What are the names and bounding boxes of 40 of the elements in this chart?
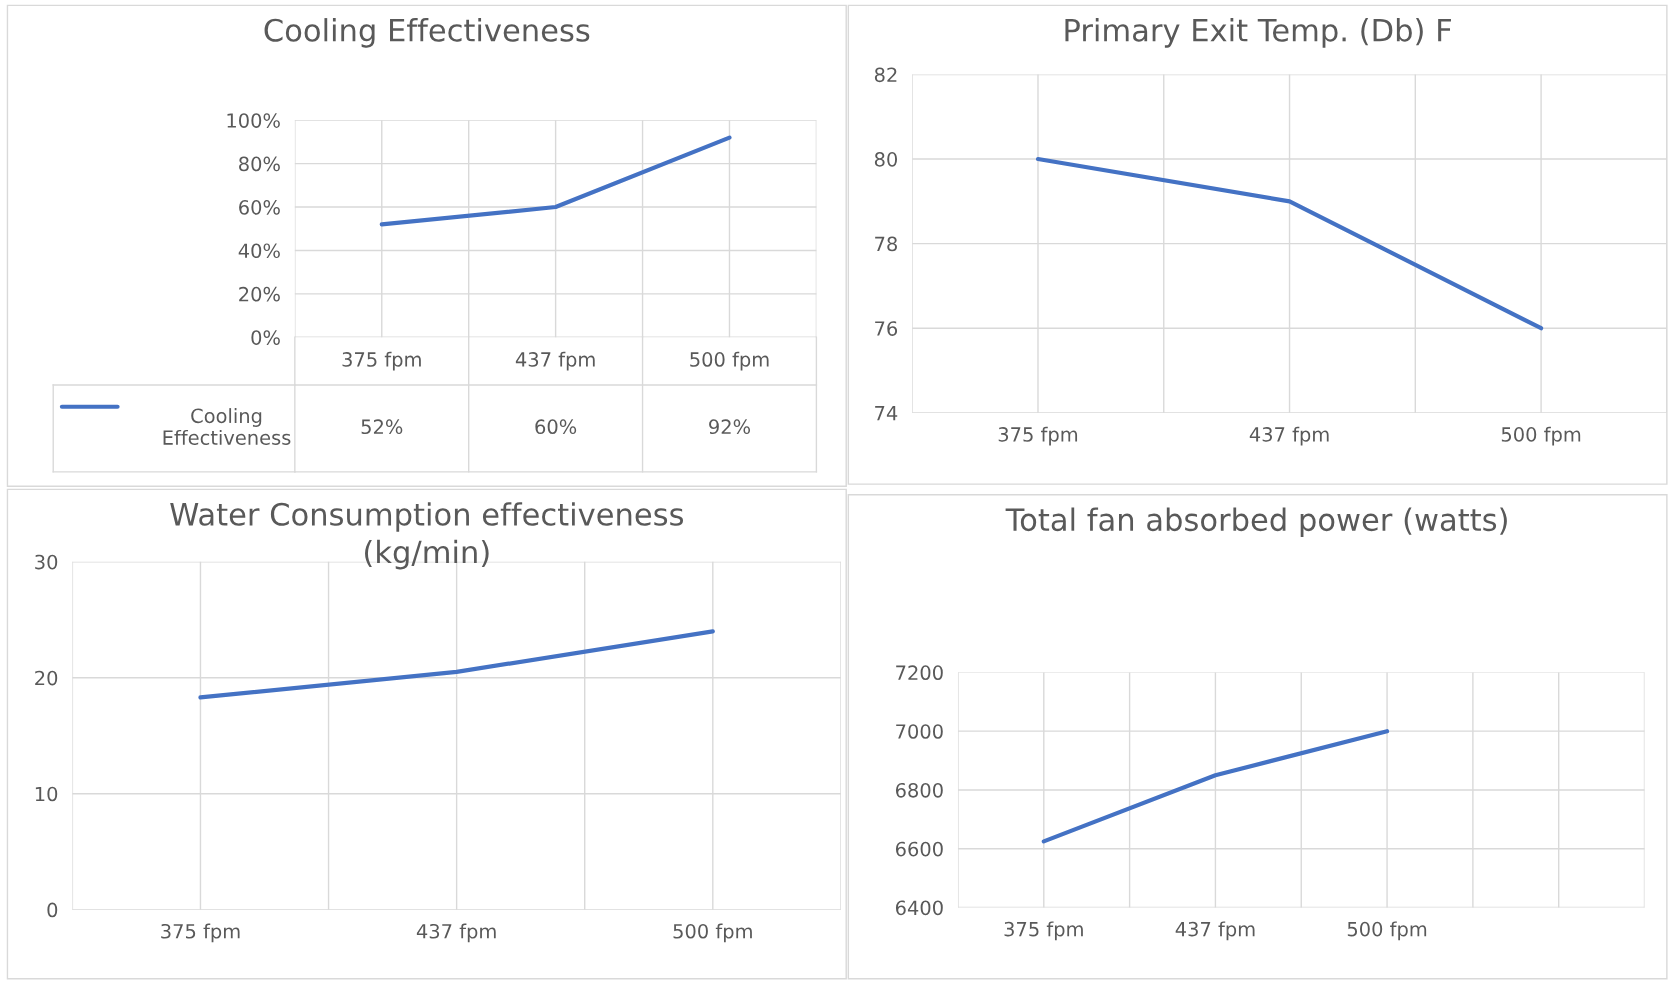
chart-title: Cooling Effectiveness [264,18,590,48]
y-tick-label: 82 [874,67,897,83]
y-tick-label: 74 [875,406,898,421]
x-tick-label: 437 fpm [515,351,595,371]
y-tick-label: 80% [239,156,280,172]
y-tick-label: 76 [875,321,898,336]
y-tick-label: 6800 [895,782,943,798]
y-tick-label: 0% [251,330,280,345]
y-tick-label: 10 [35,786,58,802]
y-tick-label: 7200 [896,665,943,681]
text: 92% [709,419,751,435]
text: Cooling Effectiveness [163,408,291,445]
y-tick-label: 20% [239,286,280,302]
x-tick-label: 437 fpm [1249,426,1329,446]
x-tick-label: 437 fpm [416,923,496,943]
x-tick-label: 500 fpm [690,351,769,371]
x-tick-label: 375 fpm [161,923,240,943]
y-tick-label: 80 [874,152,898,167]
chart-title: Primary Exit Temp. (Db) F [1065,18,1451,48]
y-tick-label: 6400 [895,900,943,916]
y-tick-label: 7000 [896,724,943,739]
chart-title: Total fan absorbed power (watts) [1005,507,1507,538]
x-tick-label: 375 fpm [1004,921,1083,941]
chart-title: Water Consumption effectiveness (kg/min) [170,502,684,570]
y-tick-label: 20 [35,670,58,686]
y-tick-label: 78 [875,236,897,252]
y-tick-label: 40% [238,243,280,259]
text: 60% [535,419,577,435]
y-tick-label: 6600 [895,841,943,857]
x-tick-label: 500 fpm [1501,426,1581,446]
x-tick-label: 437 fpm [1175,921,1255,941]
text: 52% [361,419,403,435]
y-tick-label: 0 [47,902,58,918]
y-tick-label: 30 [35,554,58,570]
y-tick-label: 100% [227,113,280,128]
x-tick-label: 375 fpm [342,351,421,371]
x-tick-label: 375 fpm [998,426,1078,446]
y-tick-label: 60% [239,200,280,215]
x-tick-label: 500 fpm [1347,921,1427,941]
x-tick-label: 500 fpm [673,923,752,943]
